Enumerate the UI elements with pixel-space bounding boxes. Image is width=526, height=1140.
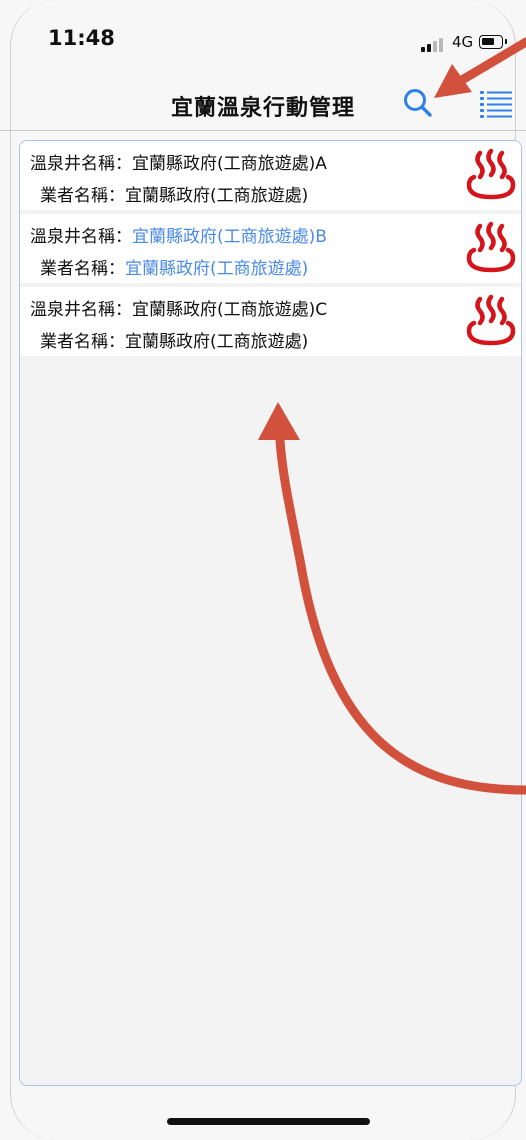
status-time: 11:48	[48, 26, 115, 50]
list-menu-button[interactable]	[478, 86, 514, 122]
network-type-label: 4G	[452, 33, 474, 51]
well-name-value: 宜蘭縣政府(工商旅遊處)A	[132, 154, 327, 174]
search-button[interactable]	[400, 84, 438, 124]
list-icon	[480, 91, 512, 118]
search-icon	[404, 89, 432, 117]
battery-icon	[479, 35, 507, 49]
operator-name-label: 業者名稱：	[40, 259, 125, 279]
list-item[interactable]: 溫泉井名稱：宜蘭縣政府(工商旅遊處)B 業者名稱：宜蘭縣政府(工商旅遊處)	[20, 214, 521, 287]
well-name-line: 溫泉井名稱：宜蘭縣政府(工商旅遊處)A	[30, 149, 327, 174]
hot-spring-well-list[interactable]: 溫泉井名稱：宜蘭縣政府(工商旅遊處)A 業者名稱：宜蘭縣政府(工商旅遊處) 溫泉…	[19, 140, 522, 1086]
list-item[interactable]: 溫泉井名稱：宜蘭縣政府(工商旅遊處)A 業者名稱：宜蘭縣政府(工商旅遊處)	[20, 141, 521, 214]
navigation-bar: 宜蘭溫泉行動管理	[0, 80, 526, 130]
operator-name-line: 業者名稱：宜蘭縣政府(工商旅遊處)	[40, 327, 308, 352]
list-item[interactable]: 溫泉井名稱：宜蘭縣政府(工商旅遊處)C 業者名稱：宜蘭縣政府(工商旅遊處)	[20, 287, 521, 360]
well-name-label: 溫泉井名稱：	[30, 154, 132, 174]
well-name-line: 溫泉井名稱：宜蘭縣政府(工商旅遊處)C	[30, 295, 327, 320]
operator-name-value: 宜蘭縣政府(工商旅遊處)	[125, 186, 309, 206]
hot-spring-icon	[466, 221, 516, 273]
home-indicator[interactable]	[167, 1118, 370, 1125]
well-name-label: 溫泉井名稱：	[30, 300, 132, 320]
operator-name-label: 業者名稱：	[40, 186, 125, 206]
operator-name-value: 宜蘭縣政府(工商旅遊處)	[125, 259, 309, 279]
well-name-value: 宜蘭縣政府(工商旅遊處)B	[132, 227, 327, 247]
hot-spring-icon	[466, 148, 516, 200]
well-name-value: 宜蘭縣政府(工商旅遊處)C	[132, 300, 328, 320]
nav-divider	[0, 130, 526, 131]
page-title: 宜蘭溫泉行動管理	[170, 96, 355, 121]
operator-name-line: 業者名稱：宜蘭縣政府(工商旅遊處)	[40, 254, 308, 279]
status-bar: 11:48 4G	[0, 0, 526, 80]
well-name-label: 溫泉井名稱：	[30, 227, 132, 247]
well-name-line: 溫泉井名稱：宜蘭縣政府(工商旅遊處)B	[30, 222, 327, 247]
operator-name-label: 業者名稱：	[40, 332, 125, 352]
operator-name-line: 業者名稱：宜蘭縣政府(工商旅遊處)	[40, 181, 308, 206]
operator-name-value: 宜蘭縣政府(工商旅遊處)	[125, 332, 309, 352]
hot-spring-icon	[466, 294, 516, 346]
signal-strength-icon	[421, 38, 445, 52]
